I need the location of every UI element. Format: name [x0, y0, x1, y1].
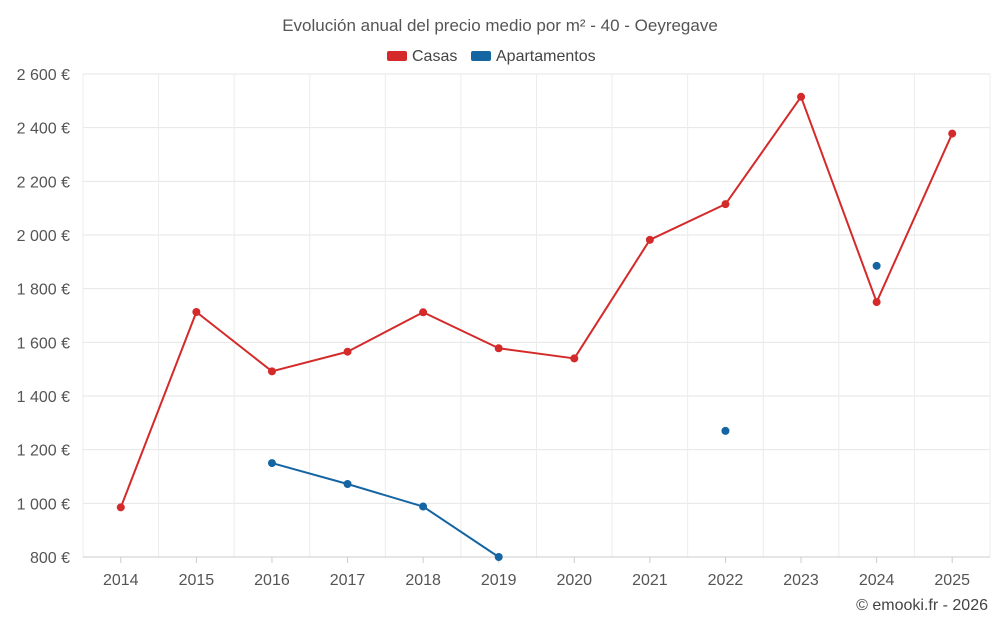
data-point-casas[interactable] — [494, 344, 503, 353]
x-tick-label: 2020 — [556, 572, 592, 589]
legend-swatch-apartamentos[interactable] — [471, 51, 491, 61]
x-tick-label: 2017 — [330, 572, 366, 589]
x-tick-label: 2019 — [481, 572, 517, 589]
y-tick-label: 2 200 € — [17, 174, 70, 191]
data-point-casas[interactable] — [872, 298, 881, 307]
legend-label-apartamentos[interactable]: Apartamentos — [496, 48, 596, 65]
data-point-casas[interactable] — [192, 308, 201, 317]
series-casas — [116, 92, 957, 512]
x-tick-label: 2021 — [632, 572, 668, 589]
x-tick-label: 2024 — [859, 572, 895, 589]
y-axis: 800 € 1 000 € 1 200 € 1 400 € 1 600 € 1 800 €… — [17, 67, 70, 567]
legend-swatch-casas[interactable] — [387, 51, 407, 61]
x-tick-label: 2018 — [405, 572, 441, 589]
y-tick-label: 1 800 € — [17, 282, 70, 299]
y-tick-label: 1 400 € — [17, 389, 70, 406]
data-point-casas[interactable] — [721, 200, 730, 209]
data-point-casas[interactable] — [116, 503, 125, 512]
series-group — [116, 92, 957, 561]
credit-text: © emooki.fr - 2026 — [856, 597, 988, 614]
data-point-apartamentos[interactable] — [267, 459, 276, 468]
legend: Casas Apartamentos — [387, 48, 596, 65]
data-point-apartamentos[interactable] — [721, 426, 730, 435]
data-point-casas[interactable] — [645, 235, 654, 244]
legend-label-casas[interactable]: Casas — [412, 48, 457, 65]
x-tick-label: 2014 — [103, 572, 139, 589]
x-axis: 2014 2015 2016 2017 2018 2019 2020 2021 2022 2023… — [83, 556, 990, 589]
data-point-casas[interactable] — [267, 367, 276, 376]
data-point-casas[interactable] — [570, 354, 579, 363]
data-point-casas[interactable] — [343, 347, 352, 356]
data-point-apartamentos[interactable] — [872, 261, 881, 270]
data-point-apartamentos[interactable] — [419, 502, 428, 511]
y-tick-label: 2 400 € — [17, 121, 70, 138]
chart-title: Evolución anual del precio medio por m² … — [282, 16, 718, 35]
x-tick-label: 2022 — [708, 572, 744, 589]
series-line-apartamentos — [271, 462, 500, 558]
data-point-apartamentos[interactable] — [343, 480, 352, 489]
series-apartamentos — [267, 261, 881, 561]
data-point-casas[interactable] — [419, 308, 428, 317]
x-tick-label: 2015 — [179, 572, 215, 589]
y-tick-label: 2 600 € — [17, 67, 70, 84]
y-tick-label: 1 600 € — [17, 335, 70, 352]
y-tick-label: 2 000 € — [17, 228, 70, 245]
x-tick-label: 2023 — [783, 572, 819, 589]
data-point-apartamentos[interactable] — [494, 553, 503, 561]
y-tick-label: 1 200 € — [17, 443, 70, 460]
x-tick-label: 2025 — [934, 572, 970, 589]
y-tick-label: 1 000 € — [17, 496, 70, 513]
data-point-casas[interactable] — [797, 92, 806, 101]
x-tick-label: 2016 — [254, 572, 290, 589]
data-point-casas[interactable] — [948, 129, 957, 138]
series-line-casas — [119, 95, 954, 508]
grid — [82, 73, 991, 558]
y-tick-label: 800 € — [30, 550, 70, 567]
